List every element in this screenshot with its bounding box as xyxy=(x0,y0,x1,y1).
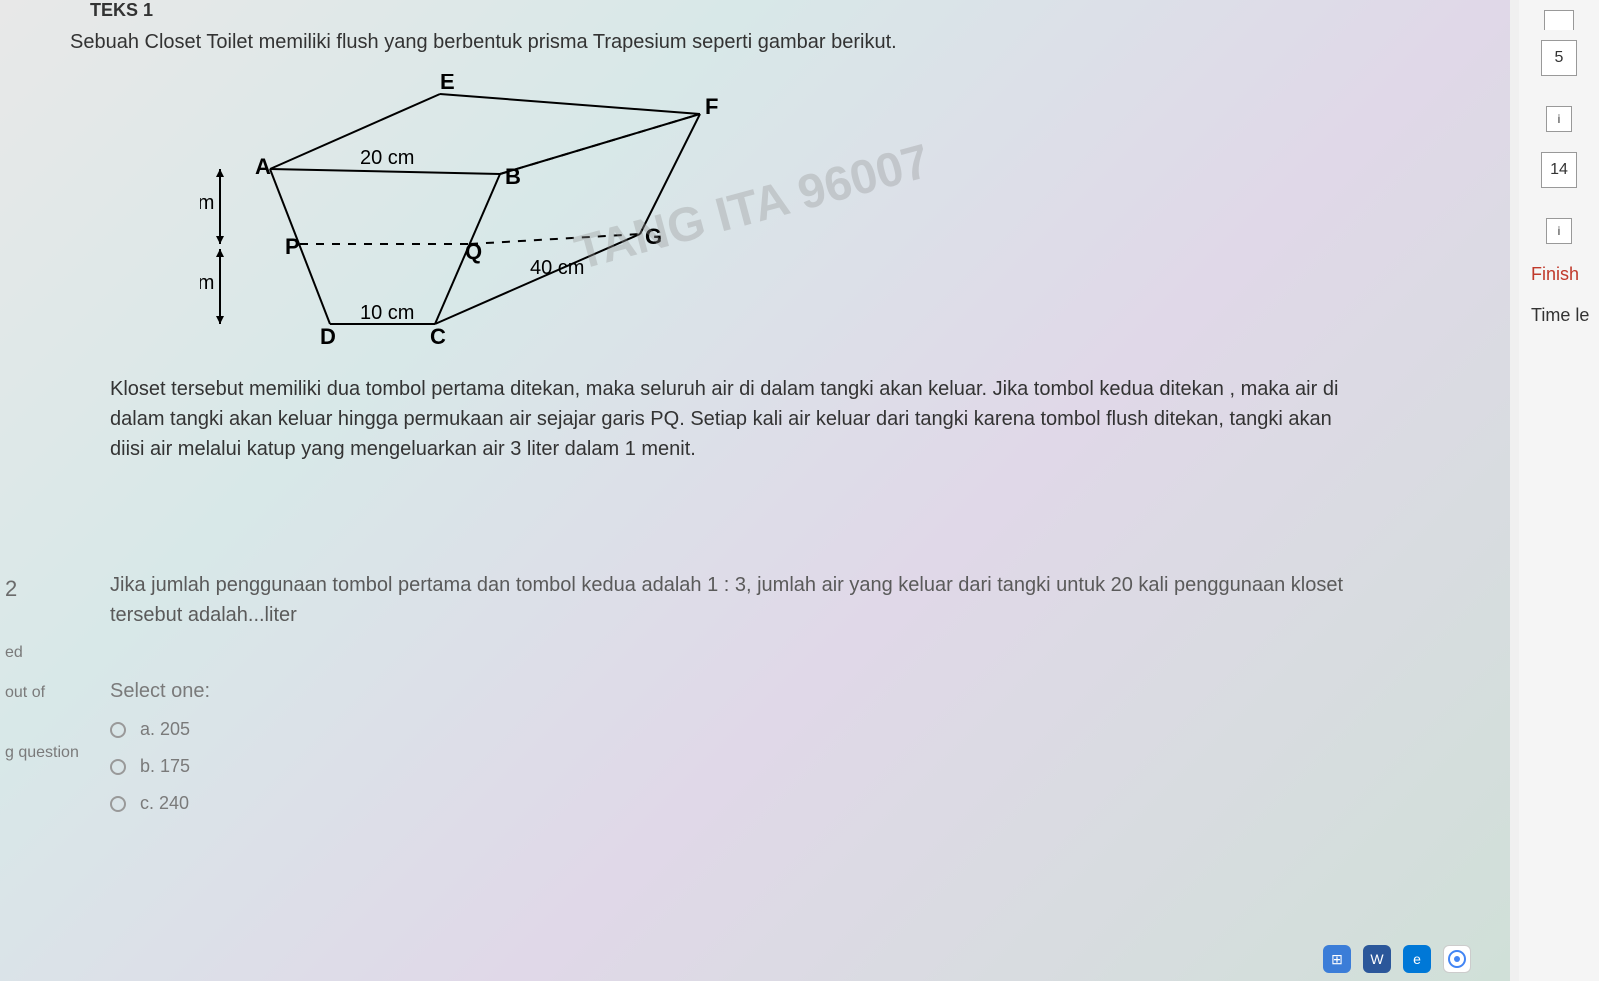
label-C: C xyxy=(430,324,446,349)
sidebar-state: ed xyxy=(5,638,90,668)
prism-diagram: E F A B P Q G D C 20 cm 10 cm 10 cm 10 c… xyxy=(200,74,900,354)
select-one-label: Select one: xyxy=(110,680,1360,703)
label-Q: Q xyxy=(465,239,482,264)
intro-text: Sebuah Closet Toilet memiliki flush yang… xyxy=(70,31,1510,54)
dim-h2: 10 cm xyxy=(200,272,214,294)
option-b-label: b. 175 xyxy=(140,756,190,777)
explanation-text: Kloset tersebut memiliki dua tombol pert… xyxy=(110,374,1360,464)
option-b[interactable]: b. 175 xyxy=(110,756,1360,777)
question-prompt: Jika jumlah penggunaan tombol pertama da… xyxy=(110,570,1360,630)
radio-a[interactable] xyxy=(110,722,126,738)
taskbar-icon-word[interactable]: W xyxy=(1363,945,1391,973)
sidebar-score: out of xyxy=(5,678,90,708)
taskbar-icon-edge[interactable]: e xyxy=(1403,945,1431,973)
dim-top: 20 cm xyxy=(360,147,414,169)
label-E: E xyxy=(440,74,455,94)
option-a[interactable]: a. 205 xyxy=(110,719,1360,740)
nav-box-top[interactable] xyxy=(1544,10,1574,30)
label-F: F xyxy=(705,94,718,119)
nav-box-5[interactable]: 5 xyxy=(1541,40,1577,76)
time-left-label: Time le xyxy=(1531,305,1599,326)
dim-depth: 40 cm xyxy=(530,257,584,279)
nav-box-14[interactable]: 14 xyxy=(1541,152,1577,188)
question-body: Jika jumlah penggunaan tombol pertama da… xyxy=(110,570,1360,814)
option-a-label: a. 205 xyxy=(140,719,190,740)
right-nav-panel: 5 i 14 i Finish Time le xyxy=(1519,0,1599,981)
dim-h1: 10 cm xyxy=(200,192,214,214)
dim-bottom: 10 cm xyxy=(360,302,414,324)
sidebar-flag[interactable]: g question xyxy=(5,738,90,768)
taskbar-icon-1[interactable]: ⊞ xyxy=(1323,945,1351,973)
option-c-label: c. 240 xyxy=(140,793,189,814)
nav-box-i2[interactable]: i xyxy=(1546,218,1572,244)
radio-b[interactable] xyxy=(110,759,126,775)
question-number: 2 xyxy=(5,570,90,608)
label-A: A xyxy=(255,154,271,179)
finish-button[interactable]: Finish xyxy=(1531,264,1599,285)
option-c[interactable]: c. 240 xyxy=(110,793,1360,814)
question-sidebar: 2 ed out of g question xyxy=(0,570,90,778)
radio-c[interactable] xyxy=(110,796,126,812)
taskbar-icon-chrome[interactable] xyxy=(1443,945,1471,973)
label-P: P xyxy=(285,234,300,259)
label-G: G xyxy=(645,224,662,249)
main-content: TEKS 1 Sebuah Closet Toilet memiliki flu… xyxy=(0,0,1510,981)
label-B: B xyxy=(505,164,521,189)
taskbar: ⊞ W e xyxy=(1315,937,1479,981)
label-D: D xyxy=(320,324,336,349)
nav-box-i1[interactable]: i xyxy=(1546,106,1572,132)
section-header: TEKS 1 xyxy=(90,0,1510,21)
